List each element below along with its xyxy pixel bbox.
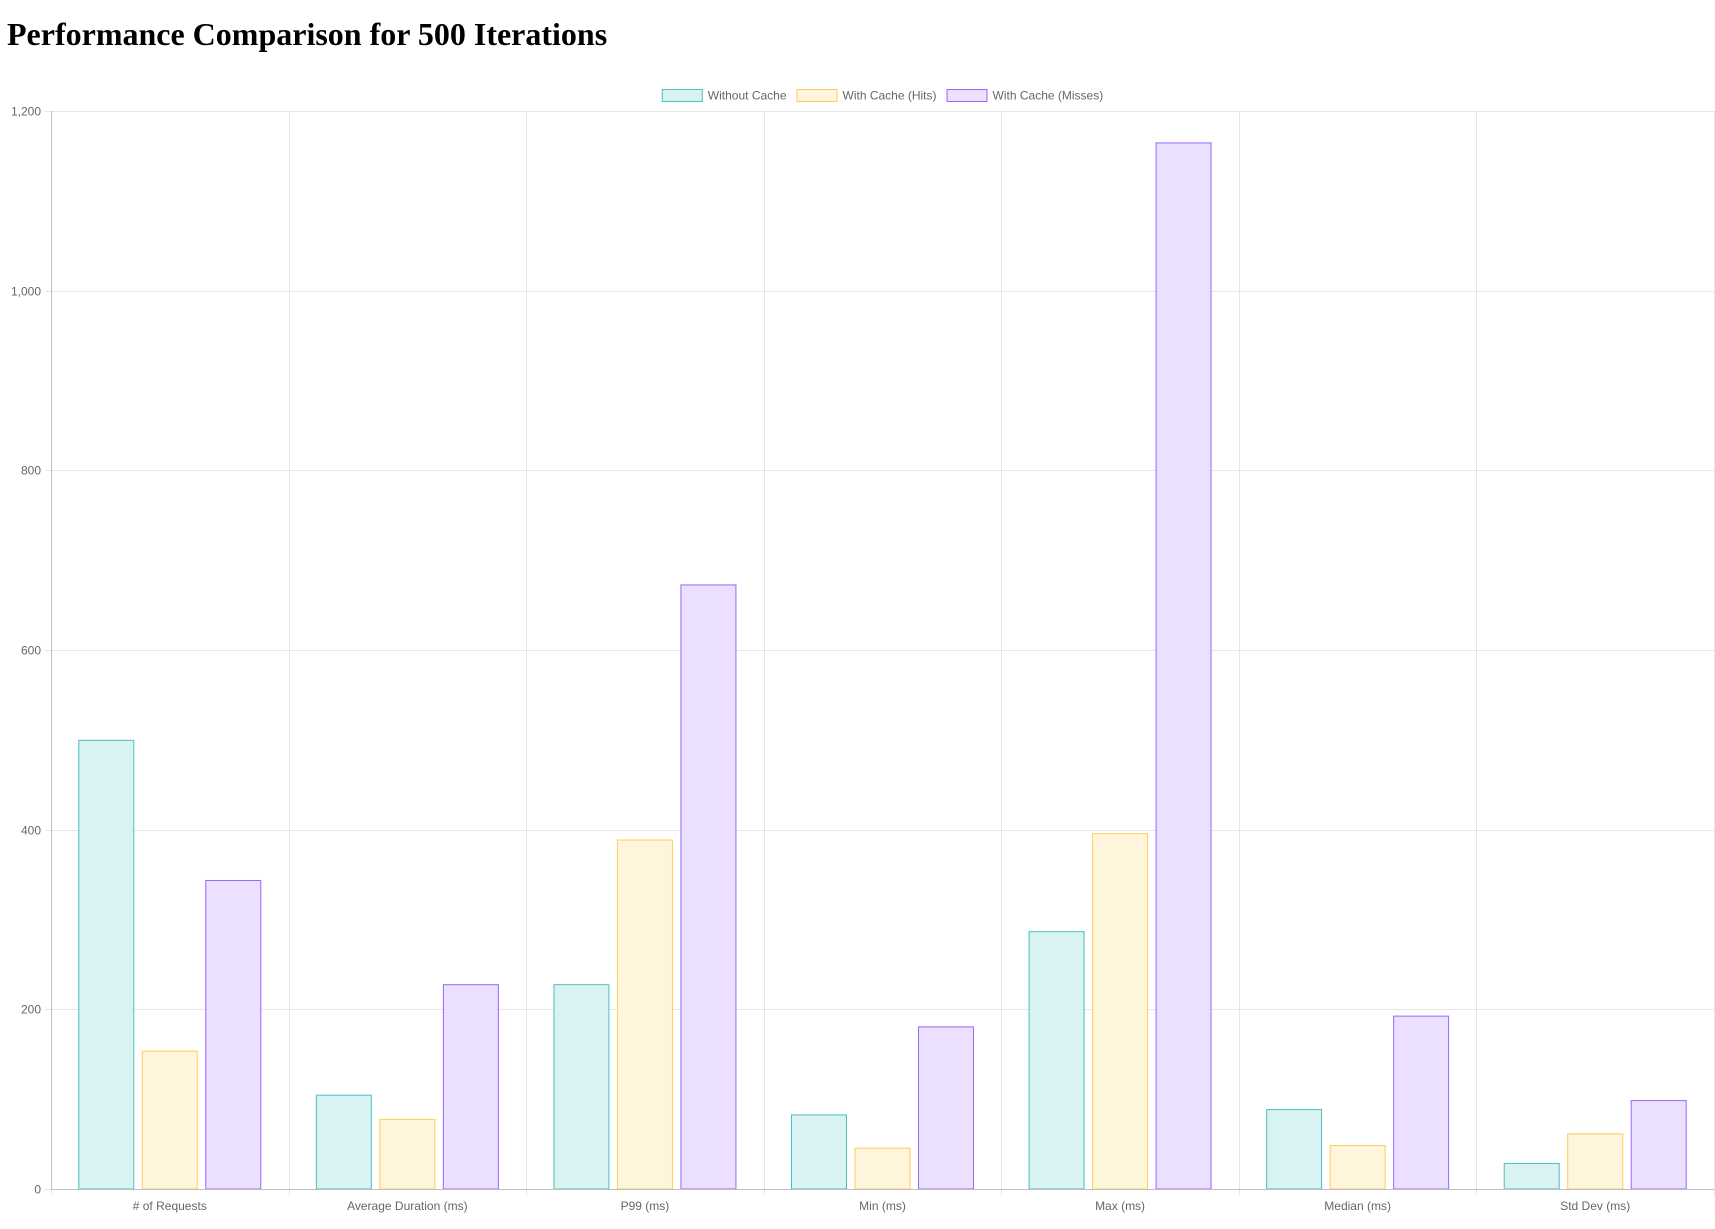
bar[interactable] [1567, 1133, 1624, 1190]
bar[interactable] [1092, 833, 1149, 1190]
x-tick-label: Max (ms) [1095, 1199, 1145, 1213]
bar[interactable] [379, 1118, 436, 1190]
chart-legend: Without Cache With Cache (Hits) With Cache… [661, 89, 1104, 103]
x-tick-label: P99 (ms) [621, 1199, 670, 1213]
bar[interactable] [1503, 1162, 1560, 1190]
y-tick-label: 600 [21, 644, 41, 658]
x-tick-label: Std Dev (ms) [1560, 1199, 1630, 1213]
legend-label: With Cache (Misses) [993, 89, 1104, 103]
legend-swatch [661, 89, 703, 102]
bar[interactable] [1393, 1015, 1450, 1190]
legend-item[interactable]: With Cache (Misses) [946, 89, 1104, 103]
bar[interactable] [1028, 931, 1085, 1190]
legend-item[interactable]: Without Cache [661, 89, 787, 103]
bar[interactable] [1630, 1100, 1687, 1190]
x-tick-label: Average Duration (ms) [347, 1199, 468, 1213]
page-title: Performance Comparison for 500 Iteration… [7, 16, 608, 52]
bar[interactable] [442, 984, 499, 1190]
bar[interactable] [205, 879, 262, 1190]
bar[interactable] [854, 1147, 911, 1190]
chart-bars [78, 142, 1687, 1190]
chart-grid [45, 111, 1715, 1195]
y-tick-label: 200 [21, 1003, 41, 1017]
bar[interactable] [1155, 142, 1212, 1190]
bar[interactable] [791, 1114, 847, 1190]
bar[interactable] [680, 584, 737, 1190]
y-tick-label: 0 [34, 1183, 41, 1197]
y-tick-label: 1,200 [11, 105, 41, 119]
bar[interactable] [1266, 1109, 1323, 1190]
y-tick-label: 400 [21, 824, 41, 838]
legend-swatch [946, 89, 988, 102]
chart-axes: 0 200 400 600 800 1,000 1,200 # of Requests Aver… [11, 105, 1714, 1213]
legend-label: With Cache (Hits) [843, 89, 937, 103]
y-tick-label: 800 [21, 464, 41, 478]
x-tick-label: Median (ms) [1324, 1199, 1391, 1213]
bar[interactable] [553, 984, 610, 1190]
bar[interactable] [1329, 1144, 1386, 1190]
bar[interactable] [141, 1050, 198, 1190]
y-tick-label: 1,000 [11, 285, 41, 299]
legend-label: Without Cache [708, 89, 787, 103]
bar[interactable] [918, 1026, 974, 1190]
bar[interactable] [78, 739, 135, 1190]
bar[interactable] [616, 839, 673, 1190]
x-tick-label: Min (ms) [859, 1199, 906, 1213]
x-tick-label: # of Requests [133, 1199, 207, 1213]
bar[interactable] [315, 1094, 372, 1190]
legend-swatch [796, 89, 838, 102]
legend-item[interactable]: With Cache (Hits) [796, 89, 937, 103]
